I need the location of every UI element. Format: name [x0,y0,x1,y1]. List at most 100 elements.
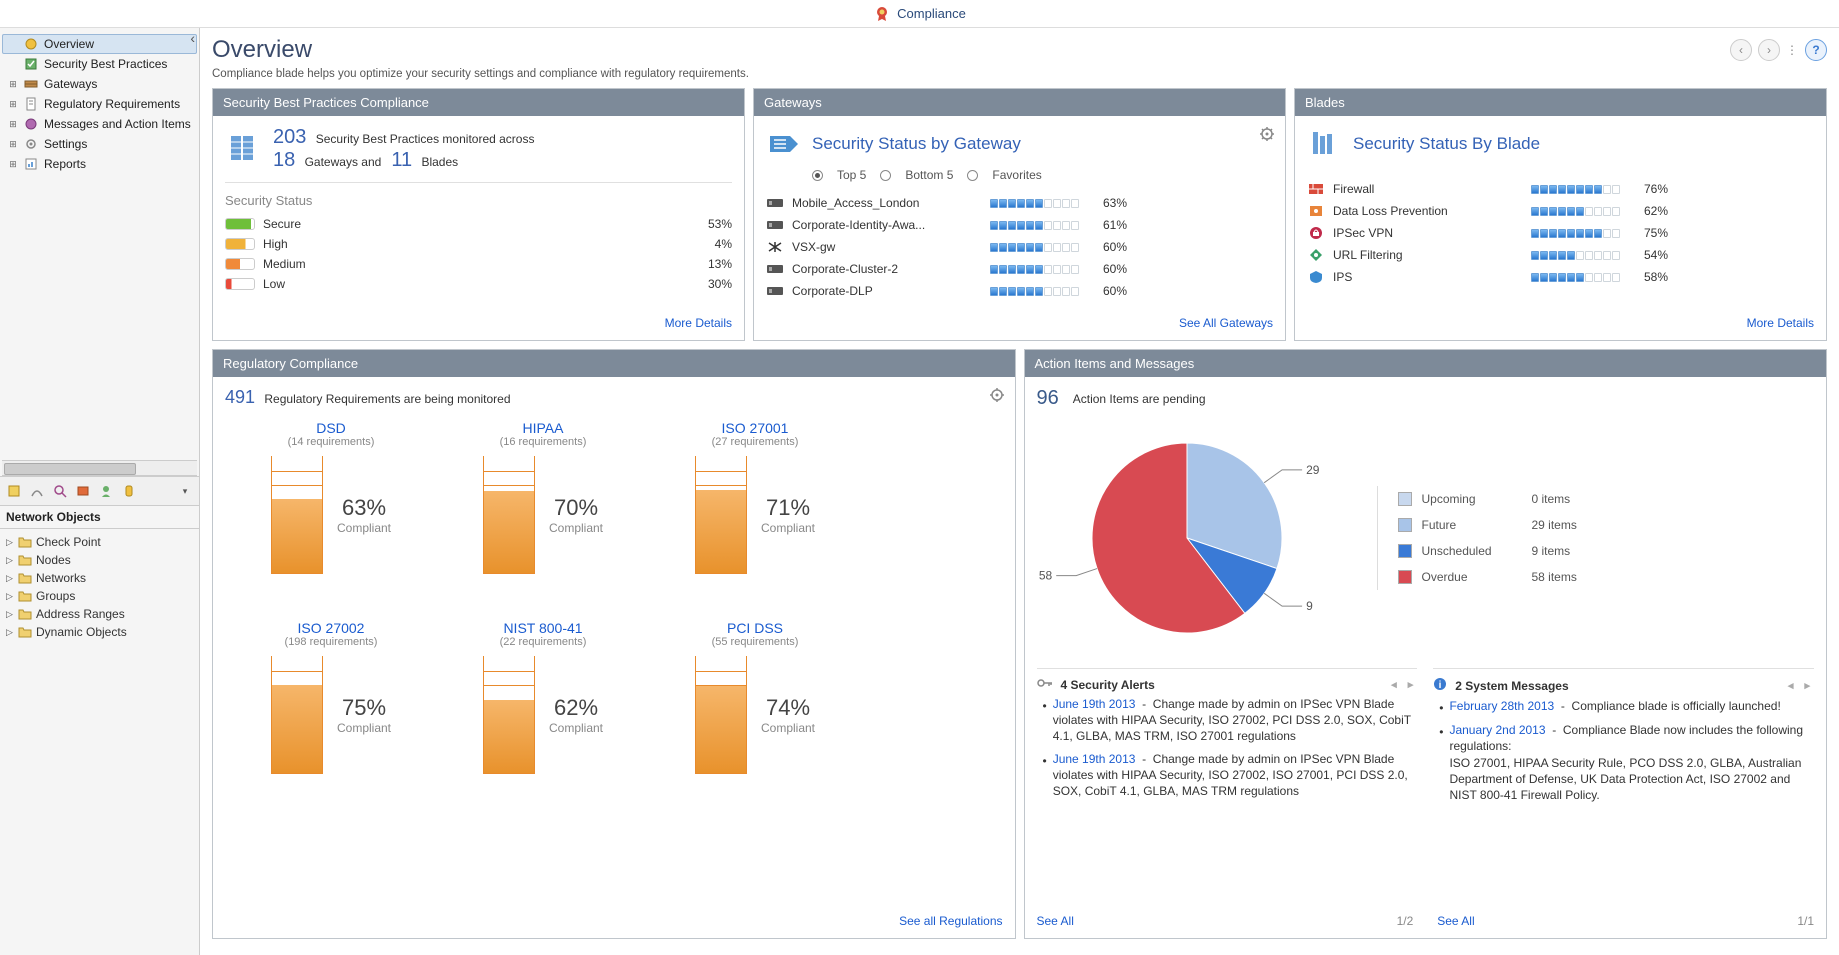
blade-pct: 75% [1628,226,1668,240]
regulatory-sub: (16 requirements) [437,436,649,448]
gateway-row[interactable]: Corporate-Cluster-260% [766,258,1273,280]
gear-icon[interactable] [1259,126,1275,145]
toolbar-btn-2[interactable] [27,481,47,501]
gateway-row[interactable]: VSX-gw60% [766,236,1273,258]
status-row: Low30% [225,274,732,294]
gear-icon[interactable] [989,387,1005,406]
blade-name: IPSec VPN [1333,226,1523,240]
network-object-item[interactable]: ▷Address Ranges [2,605,197,623]
blade-row[interactable]: Data Loss Prevention62% [1307,200,1814,222]
messages-see-all[interactable]: See All [1437,914,1474,928]
sidebar-collapse-button[interactable]: ‹ [190,30,195,46]
regulatory-item: ISO 27001 (27 requirements) 71% Complian… [649,420,861,574]
alerts-title: 4 Security Alerts [1061,678,1155,692]
help-button[interactable]: ? [1805,39,1827,61]
blade-name: URL Filtering [1333,248,1523,262]
overview-icon [24,37,38,51]
nav-item-bestpractices[interactable]: Security Best Practices [2,54,197,74]
blades-icon [1307,126,1343,162]
legend-swatch-upcoming [1398,492,1412,506]
more-menu-button[interactable]: ⋮ [1786,43,1799,57]
legend-unscheduled-val: 9 items [1532,544,1571,558]
regulatory-name[interactable]: NIST 800-41 [437,620,649,636]
gateway-row[interactable]: Corporate-Identity-Awa...61% [766,214,1273,236]
regulatory-see-all-link[interactable]: See all Regulations [213,910,1015,938]
nav-item-messages[interactable]: ⊞Messages and Action Items [2,114,197,134]
regulatory-item: NIST 800-41 (22 requirements) 62% Compli… [437,620,649,774]
page-controls: ‹ › ⋮ ? [1730,39,1827,61]
pie-callout: 9 [1306,599,1313,613]
actions-count: 96 [1037,387,1059,410]
toolbar-btn-1[interactable] [4,481,24,501]
gauge-pct: 63% [337,495,391,521]
nav-item-reports[interactable]: ⊞Reports [2,154,197,174]
network-object-item[interactable]: ▷Nodes [2,551,197,569]
nav-forward-button[interactable]: › [1758,39,1780,61]
network-object-label: Address Ranges [36,607,125,621]
panel-header: Gateways [754,89,1285,116]
legend-overdue: Overdue [1422,570,1522,584]
network-object-item[interactable]: ▷Networks [2,569,197,587]
regulatory-name[interactable]: DSD [225,420,437,436]
network-object-label: Check Point [36,535,101,549]
folder-icon [18,535,32,549]
messages-title: 2 System Messages [1455,679,1568,693]
nav-item-label: Regulatory Requirements [44,97,180,111]
blades-more-link[interactable]: More Details [1295,312,1826,340]
toolbar-btn-4[interactable] [73,481,93,501]
blade-row[interactable]: Firewall76% [1307,178,1814,200]
sidebar-scrollbar[interactable] [2,460,197,476]
legend-future-val: 29 items [1532,518,1577,532]
radio-favorites[interactable] [967,170,978,181]
message-date[interactable]: January 2nd 2013 [1449,723,1545,737]
gauge-pct: 74% [761,695,815,721]
nav-item-label: Overview [44,37,94,51]
blade-row[interactable]: IPSec VPN 75% [1307,222,1814,244]
radio-top5[interactable] [812,170,823,181]
gateway-row[interactable]: Mobile_Access_London63% [766,192,1273,214]
blade-name: Data Loss Prevention [1333,204,1523,218]
panel-best-practices: Security Best Practices Compliance 203 S… [212,88,745,341]
nav-item-regulatory[interactable]: ⊞Regulatory Requirements [2,94,197,114]
message-date[interactable]: February 28th 2013 [1449,699,1554,713]
gateway-name: Corporate-Identity-Awa... [792,218,982,232]
radio-bottom5[interactable] [880,170,891,181]
alert-date[interactable]: June 19th 2013 [1053,697,1136,711]
toolbar-btn-6[interactable] [119,481,139,501]
network-object-item[interactable]: ▷Groups [2,587,197,605]
network-object-item[interactable]: ▷Check Point [2,533,197,551]
gauge-label: Compliant [549,721,603,735]
network-object-item[interactable]: ▷Dynamic Objects [2,623,197,641]
best-practices-more-link[interactable]: More Details [213,312,744,340]
network-object-label: Nodes [36,553,71,567]
radio-top5-label: Top 5 [837,168,866,182]
nav-item-settings[interactable]: ⊞Settings [2,134,197,154]
regulatory-name[interactable]: PCI DSS [649,620,861,636]
regulatory-name[interactable]: ISO 27002 [225,620,437,636]
toolbar-btn-5[interactable] [96,481,116,501]
gauge-label: Compliant [761,721,815,735]
blade-row[interactable]: IPS58% [1307,266,1814,288]
gauge-label: Compliant [549,521,603,535]
best-practices-icon [225,130,261,169]
nav-item-gateways[interactable]: ⊞Gateways [2,74,197,94]
blades-title: Security Status By Blade [1353,134,1540,154]
nav-item-label: Reports [44,157,86,171]
legend-future: Future [1422,518,1522,532]
toolbar-btn-3[interactable] [50,481,70,501]
alert-date[interactable]: June 19th 2013 [1053,752,1136,766]
regulatory-name[interactable]: ISO 27001 [649,420,861,436]
alerts-see-all[interactable]: See All [1037,914,1074,928]
gateways-see-all-link[interactable]: See All Gateways [754,312,1285,340]
regulatory-name[interactable]: HIPAA [437,420,649,436]
security-alert-item: •June 19th 2013 - Change made by admin o… [1037,692,1418,747]
gateways-title: Security Status by Gateway [812,134,1021,154]
gateway-row-icon [766,196,784,210]
nav-item-overview[interactable]: Overview [2,34,197,54]
blade-row[interactable]: URL Filtering54% [1307,244,1814,266]
gateway-row[interactable]: Corporate-DLP60% [766,280,1273,302]
nav-back-button[interactable]: ‹ [1730,39,1752,61]
toolbar-dropdown[interactable]: ▾ [175,481,195,501]
messages-pager-arrows[interactable]: ◂ ▸ [1788,679,1814,692]
alerts-pager-arrows[interactable]: ◂ ▸ [1391,678,1417,691]
